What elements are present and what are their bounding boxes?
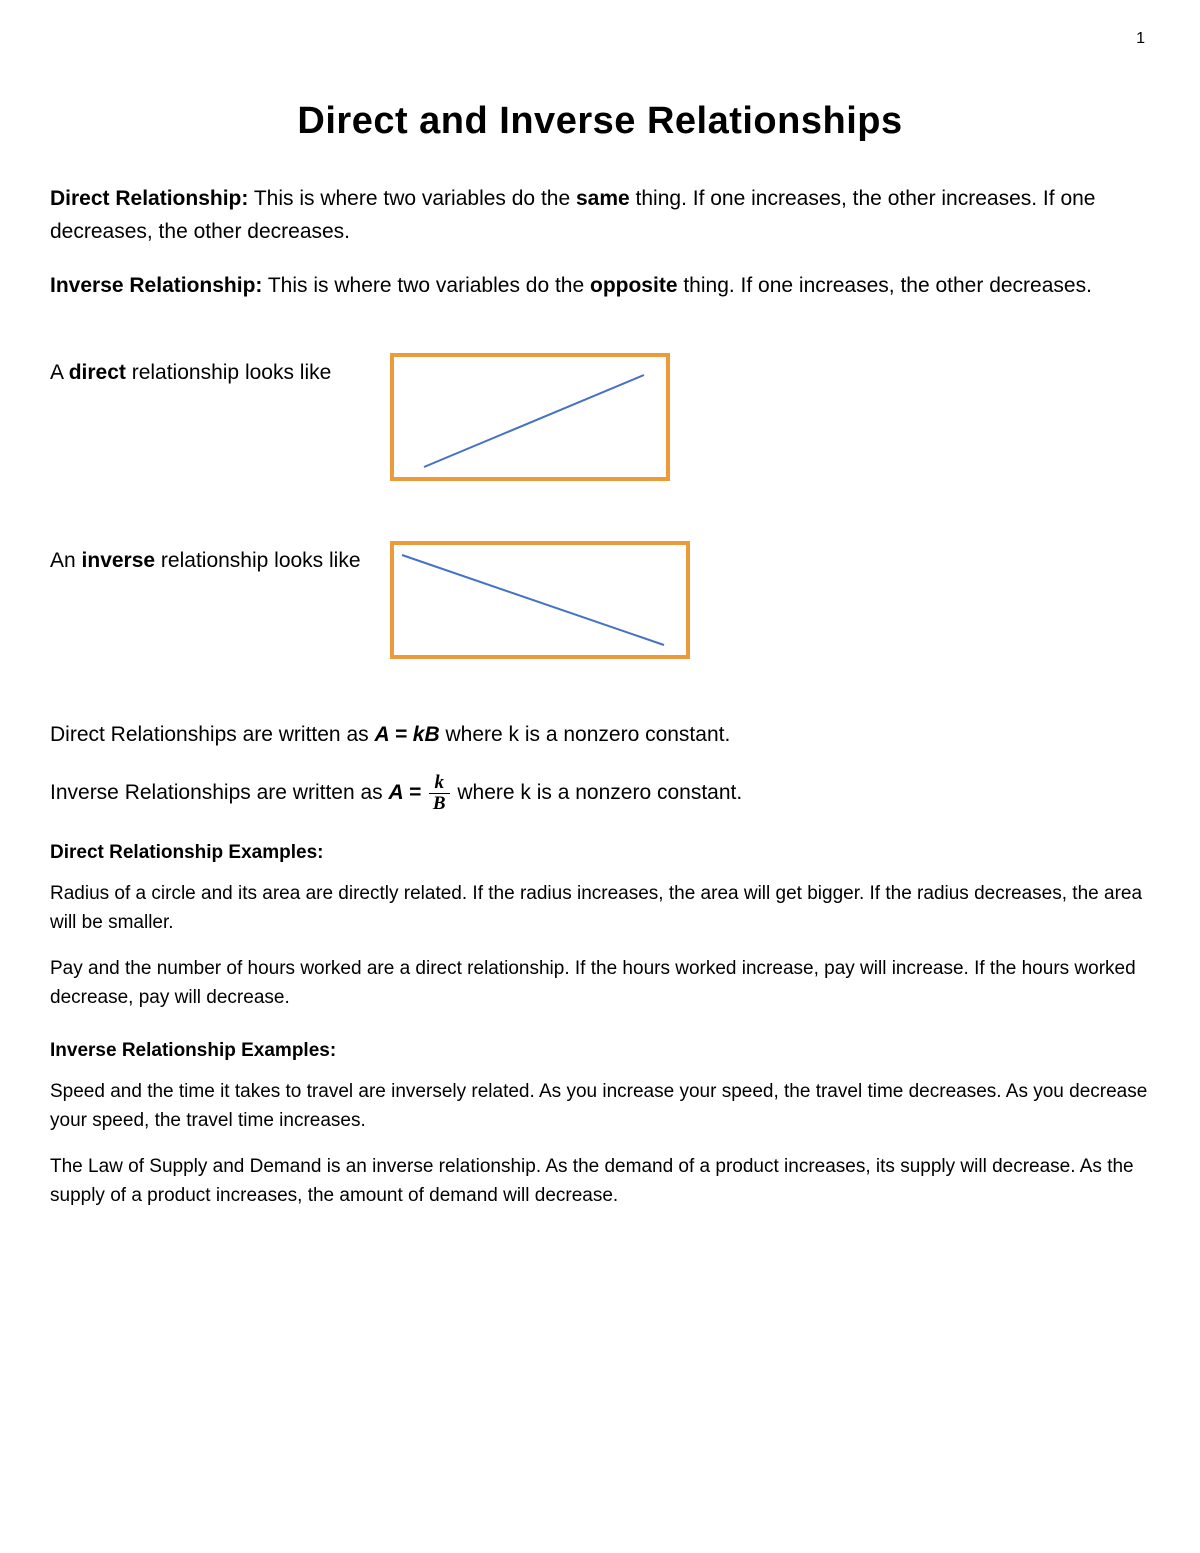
page-number: 1	[1136, 30, 1145, 48]
inverse-example-1: Speed and the time it takes to travel ar…	[50, 1078, 1150, 1135]
inverse-formula: Inverse Relationships are written as A =…	[50, 773, 1150, 814]
inverse-formula-lhs: A	[389, 781, 403, 804]
inverse-definition-text-1: This is where two variables do the	[262, 274, 590, 297]
direct-formula-text-1: Direct Relationships are written as	[50, 723, 374, 746]
direct-formula-text-2: where k is a nonzero constant.	[440, 723, 731, 746]
inverse-definition-text-2: thing. If one increases, the other decre…	[678, 274, 1092, 297]
inverse-graph-row: An inverse relationship looks like	[50, 541, 1150, 659]
direct-graph-label-bold: direct	[69, 361, 126, 384]
inverse-formula-text-1: Inverse Relationships are written as	[50, 781, 389, 804]
direct-definition-text-1: This is where two variables do the	[248, 187, 576, 210]
direct-graph-line-icon	[424, 375, 644, 467]
inverse-formula-eq: =	[403, 781, 421, 804]
inverse-graph-box	[390, 541, 690, 659]
inverse-graph-label-prefix: An	[50, 549, 82, 572]
page: 1 Direct and Inverse Relationships Direc…	[0, 0, 1200, 1553]
inverse-formula-text-2: where k is a nonzero constant.	[452, 781, 743, 804]
inverse-definition: Inverse Relationship: This is where two …	[50, 270, 1150, 303]
direct-definition-label: Direct Relationship:	[50, 187, 248, 210]
inverse-graph-label-bold: inverse	[82, 549, 156, 572]
direct-graph-row: A direct relationship looks like	[50, 353, 1150, 481]
direct-definition: Direct Relationship: This is where two v…	[50, 183, 1150, 248]
inverse-graph-label-suffix: relationship looks like	[155, 549, 360, 572]
inverse-definition-bold: opposite	[590, 274, 678, 297]
direct-definition-bold: same	[576, 187, 630, 210]
inverse-example-2: The Law of Supply and Demand is an inver…	[50, 1153, 1150, 1210]
direct-formula-lhs: A	[374, 723, 388, 746]
direct-formula-rhs: = kB	[389, 723, 440, 746]
direct-examples-heading: Direct Relationship Examples:	[50, 842, 1150, 864]
inverse-formula-fraction: k B	[429, 773, 450, 814]
direct-graph-label-prefix: A	[50, 361, 69, 384]
direct-graph-svg	[394, 357, 666, 477]
direct-graph-box	[390, 353, 670, 481]
inverse-formula-denominator: B	[429, 794, 450, 814]
page-title: Direct and Inverse Relationships	[50, 100, 1150, 143]
direct-example-2: Pay and the number of hours worked are a…	[50, 955, 1150, 1012]
inverse-definition-label: Inverse Relationship:	[50, 274, 262, 297]
direct-example-1: Radius of a circle and its area are dire…	[50, 880, 1150, 937]
inverse-formula-numerator: k	[429, 773, 450, 794]
inverse-graph-line-icon	[402, 555, 664, 645]
inverse-examples-heading: Inverse Relationship Examples:	[50, 1040, 1150, 1062]
inverse-graph-svg	[394, 545, 686, 655]
direct-formula: Direct Relationships are written as A = …	[50, 719, 1150, 752]
inverse-graph-label: An inverse relationship looks like	[50, 541, 390, 573]
direct-graph-label: A direct relationship looks like	[50, 353, 390, 385]
direct-graph-label-suffix: relationship looks like	[126, 361, 331, 384]
